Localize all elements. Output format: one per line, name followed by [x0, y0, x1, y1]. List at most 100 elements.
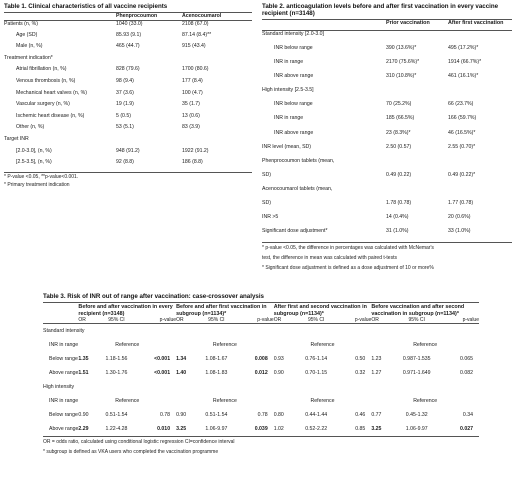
odds-ratio: 0.80 — [273, 411, 284, 418]
confidence-interval: 1.08-1.83 — [205, 369, 228, 376]
table-1-header-phenprocoumon: Phenprocoumon — [116, 13, 158, 20]
odds-ratio: 0.90 — [78, 411, 89, 418]
odds-ratio: 3.25 — [371, 425, 382, 432]
row-label: Phenprocoumon tablets (mean, — [262, 157, 335, 164]
row-label: INR above range — [274, 129, 314, 136]
row-label: SD) — [262, 200, 271, 207]
acenocoumarol-value: 83 (3.9) — [182, 124, 200, 131]
acenocoumarol-value: 35 (1.7) — [182, 101, 200, 108]
table-row: INR in range 185 (66.5%) 166 (59.7%) — [262, 115, 512, 129]
after-vaccination-value: 0.49 (0.22)* — [448, 171, 476, 178]
row-label: Above range — [49, 425, 79, 432]
prior-vaccination-value — [386, 31, 448, 45]
row-label: Male (n, %) — [16, 43, 43, 50]
row-label: Atrial fibrillation (n, %) — [16, 66, 67, 73]
confidence-interval: 1.08-1.67 — [205, 355, 228, 362]
row-label: Standard intensity [2.0-3.0] — [262, 31, 324, 38]
table-1-header-label — [4, 13, 116, 20]
prior-vaccination-value: 2170 (75.6%)* — [386, 59, 420, 66]
subheader-ci: 95% CI — [408, 316, 425, 323]
subheader-or: OR — [78, 316, 86, 323]
prior-vaccination-value: 1.78 (0.78) — [386, 200, 412, 207]
row-label: Other (n, %) — [16, 124, 45, 131]
table-2-header-label — [262, 19, 386, 32]
row-label: Significant dose adjustment* — [262, 228, 328, 235]
odds-ratio: 1.02 — [273, 425, 284, 432]
phenprocoumon-value: 53 (5.1) — [116, 124, 134, 131]
table-row: Below range 1.35 1.18-1.56 <0.001 1.34 1.08-1… — [43, 352, 479, 366]
table-row: SD) 0.49 (0.22) 0.49 (0.22)* — [262, 172, 512, 186]
table-3-group-header-row: Before and after vaccination in every re… — [43, 302, 479, 317]
table-row: Treatment indication* — [4, 55, 252, 67]
subheader-or: OR — [273, 316, 282, 323]
reference-cell: Reference — [212, 341, 237, 348]
row-label: Ischemic heart disease (n, %) — [16, 112, 85, 119]
reference-cell: Reference — [115, 341, 140, 348]
table-1-header-row: Phenprocoumon Acenocoumarol — [4, 12, 252, 20]
subheader-ci: 95% CI — [208, 316, 225, 323]
row-label: INR level (mean, SD) — [262, 143, 312, 150]
odds-ratio: 0.77 — [371, 411, 382, 418]
prior-vaccination-value — [386, 186, 448, 200]
reference-cell: Reference — [115, 397, 140, 404]
table-row: Other (n, %) 53 (5.1) 83 (3.9) — [4, 124, 252, 136]
p-value: 0.32 — [355, 369, 366, 376]
after-vaccination-value — [448, 87, 512, 101]
confidence-interval: 1.30-1.76 — [105, 369, 128, 376]
phenprocoumon-value: 19 (1.9) — [116, 101, 134, 108]
subheader-ci: 95% CI — [108, 316, 125, 323]
table-2: Table 2. anticoagulation levels before a… — [262, 3, 518, 273]
acenocoumarol-value: 13 (0.6) — [182, 112, 200, 119]
table-row: [2.0-3.0], (n, %) 948 (91.2) 1922 (91.2) — [4, 148, 252, 160]
row-label: Mechanical heart valves (n, %) — [16, 89, 87, 96]
table-2-footnote-3: * Significant dose adjustment is defined… — [262, 265, 434, 272]
acenocoumarol-value: 100 (4.7) — [182, 89, 203, 96]
table-row: Acenocoumarol tablets (mean, — [262, 186, 512, 200]
table-1-grid: Phenprocoumon Acenocoumarol Patients (n,… — [4, 12, 252, 171]
reference-cell: Reference — [310, 341, 335, 348]
odds-ratio: 3.25 — [176, 425, 187, 432]
phenprocoumon-value — [116, 55, 182, 67]
odds-ratio: 0.90 — [176, 411, 187, 418]
table-1-footnote-2: * Primary treatment indication — [4, 181, 70, 188]
after-vaccination-value: 2.55 (0.70)* — [448, 143, 476, 150]
row-label: INR below range — [274, 45, 313, 51]
confidence-interval: 0.51-1.54 — [205, 411, 228, 418]
prior-vaccination-value: 390 (13.6%)* — [386, 45, 417, 51]
phenprocoumon-value: 92 (8.8) — [116, 159, 134, 166]
subheader-p: p-value — [257, 316, 274, 323]
after-vaccination-value — [448, 31, 512, 45]
prior-vaccination-value: 2.50 (0.57) — [386, 143, 412, 150]
p-value: 0.012 — [254, 369, 268, 376]
row-label: INR in range — [49, 341, 79, 348]
prior-vaccination-value: 14 (0.4%) — [386, 214, 409, 221]
prior-vaccination-value — [386, 87, 448, 101]
table-1: Table 1. Clinical characteristics of all… — [4, 3, 256, 189]
acenocoumarol-value: 2108 (67.0) — [182, 20, 209, 27]
table-1-bottom-rule — [4, 171, 252, 173]
table-row: INR above range 310 (10.8%)* 461 (16.1%)* — [262, 73, 512, 87]
after-vaccination-value: 66 (23.7%) — [448, 101, 474, 108]
acenocoumarol-value: 87.14 (8.4)** — [182, 31, 212, 38]
acenocoumarol-value: 1700 (80.6) — [182, 66, 209, 73]
table-row: Atrial fibrillation (n, %) 828 (79.6) 1700… — [4, 66, 252, 78]
row-label: INR in range — [49, 397, 79, 404]
prior-vaccination-value: 310 (10.8%)* — [386, 73, 417, 80]
phenprocoumon-value: 1040 (33.0) — [116, 20, 143, 27]
subheader-p: p-value — [462, 316, 479, 323]
table-2-header-prior: Prior vaccination — [386, 19, 448, 32]
table-2-header-row: Prior vaccination After first vaccinatio… — [262, 19, 512, 32]
confidence-interval: 0.971-1.649 — [402, 369, 431, 376]
row-label: Below range — [49, 411, 78, 418]
table-3-body: Standard intensity INR in range Reference R… — [43, 324, 479, 436]
table-row: Phenprocoumon tablets (mean, — [262, 158, 512, 172]
table-row: INR above range 23 (8.3%)* 46 (16.5%)* — [262, 130, 512, 144]
row-label: INR above range — [274, 73, 314, 80]
row-label: Treatment indication* — [4, 54, 53, 61]
table-2-footnote-2: test, the difference in mean was calcula… — [262, 255, 397, 262]
table-1-title: Table 1. Clinical characteristics of all… — [4, 3, 168, 10]
table-row: Vascular surgery (n, %) 19 (1.9) 35 (1.7) — [4, 101, 252, 113]
subheader-or: OR — [371, 316, 379, 323]
subheader-p: p-value — [354, 316, 372, 323]
table-2-grid: Prior vaccination After first vaccinatio… — [262, 19, 512, 242]
